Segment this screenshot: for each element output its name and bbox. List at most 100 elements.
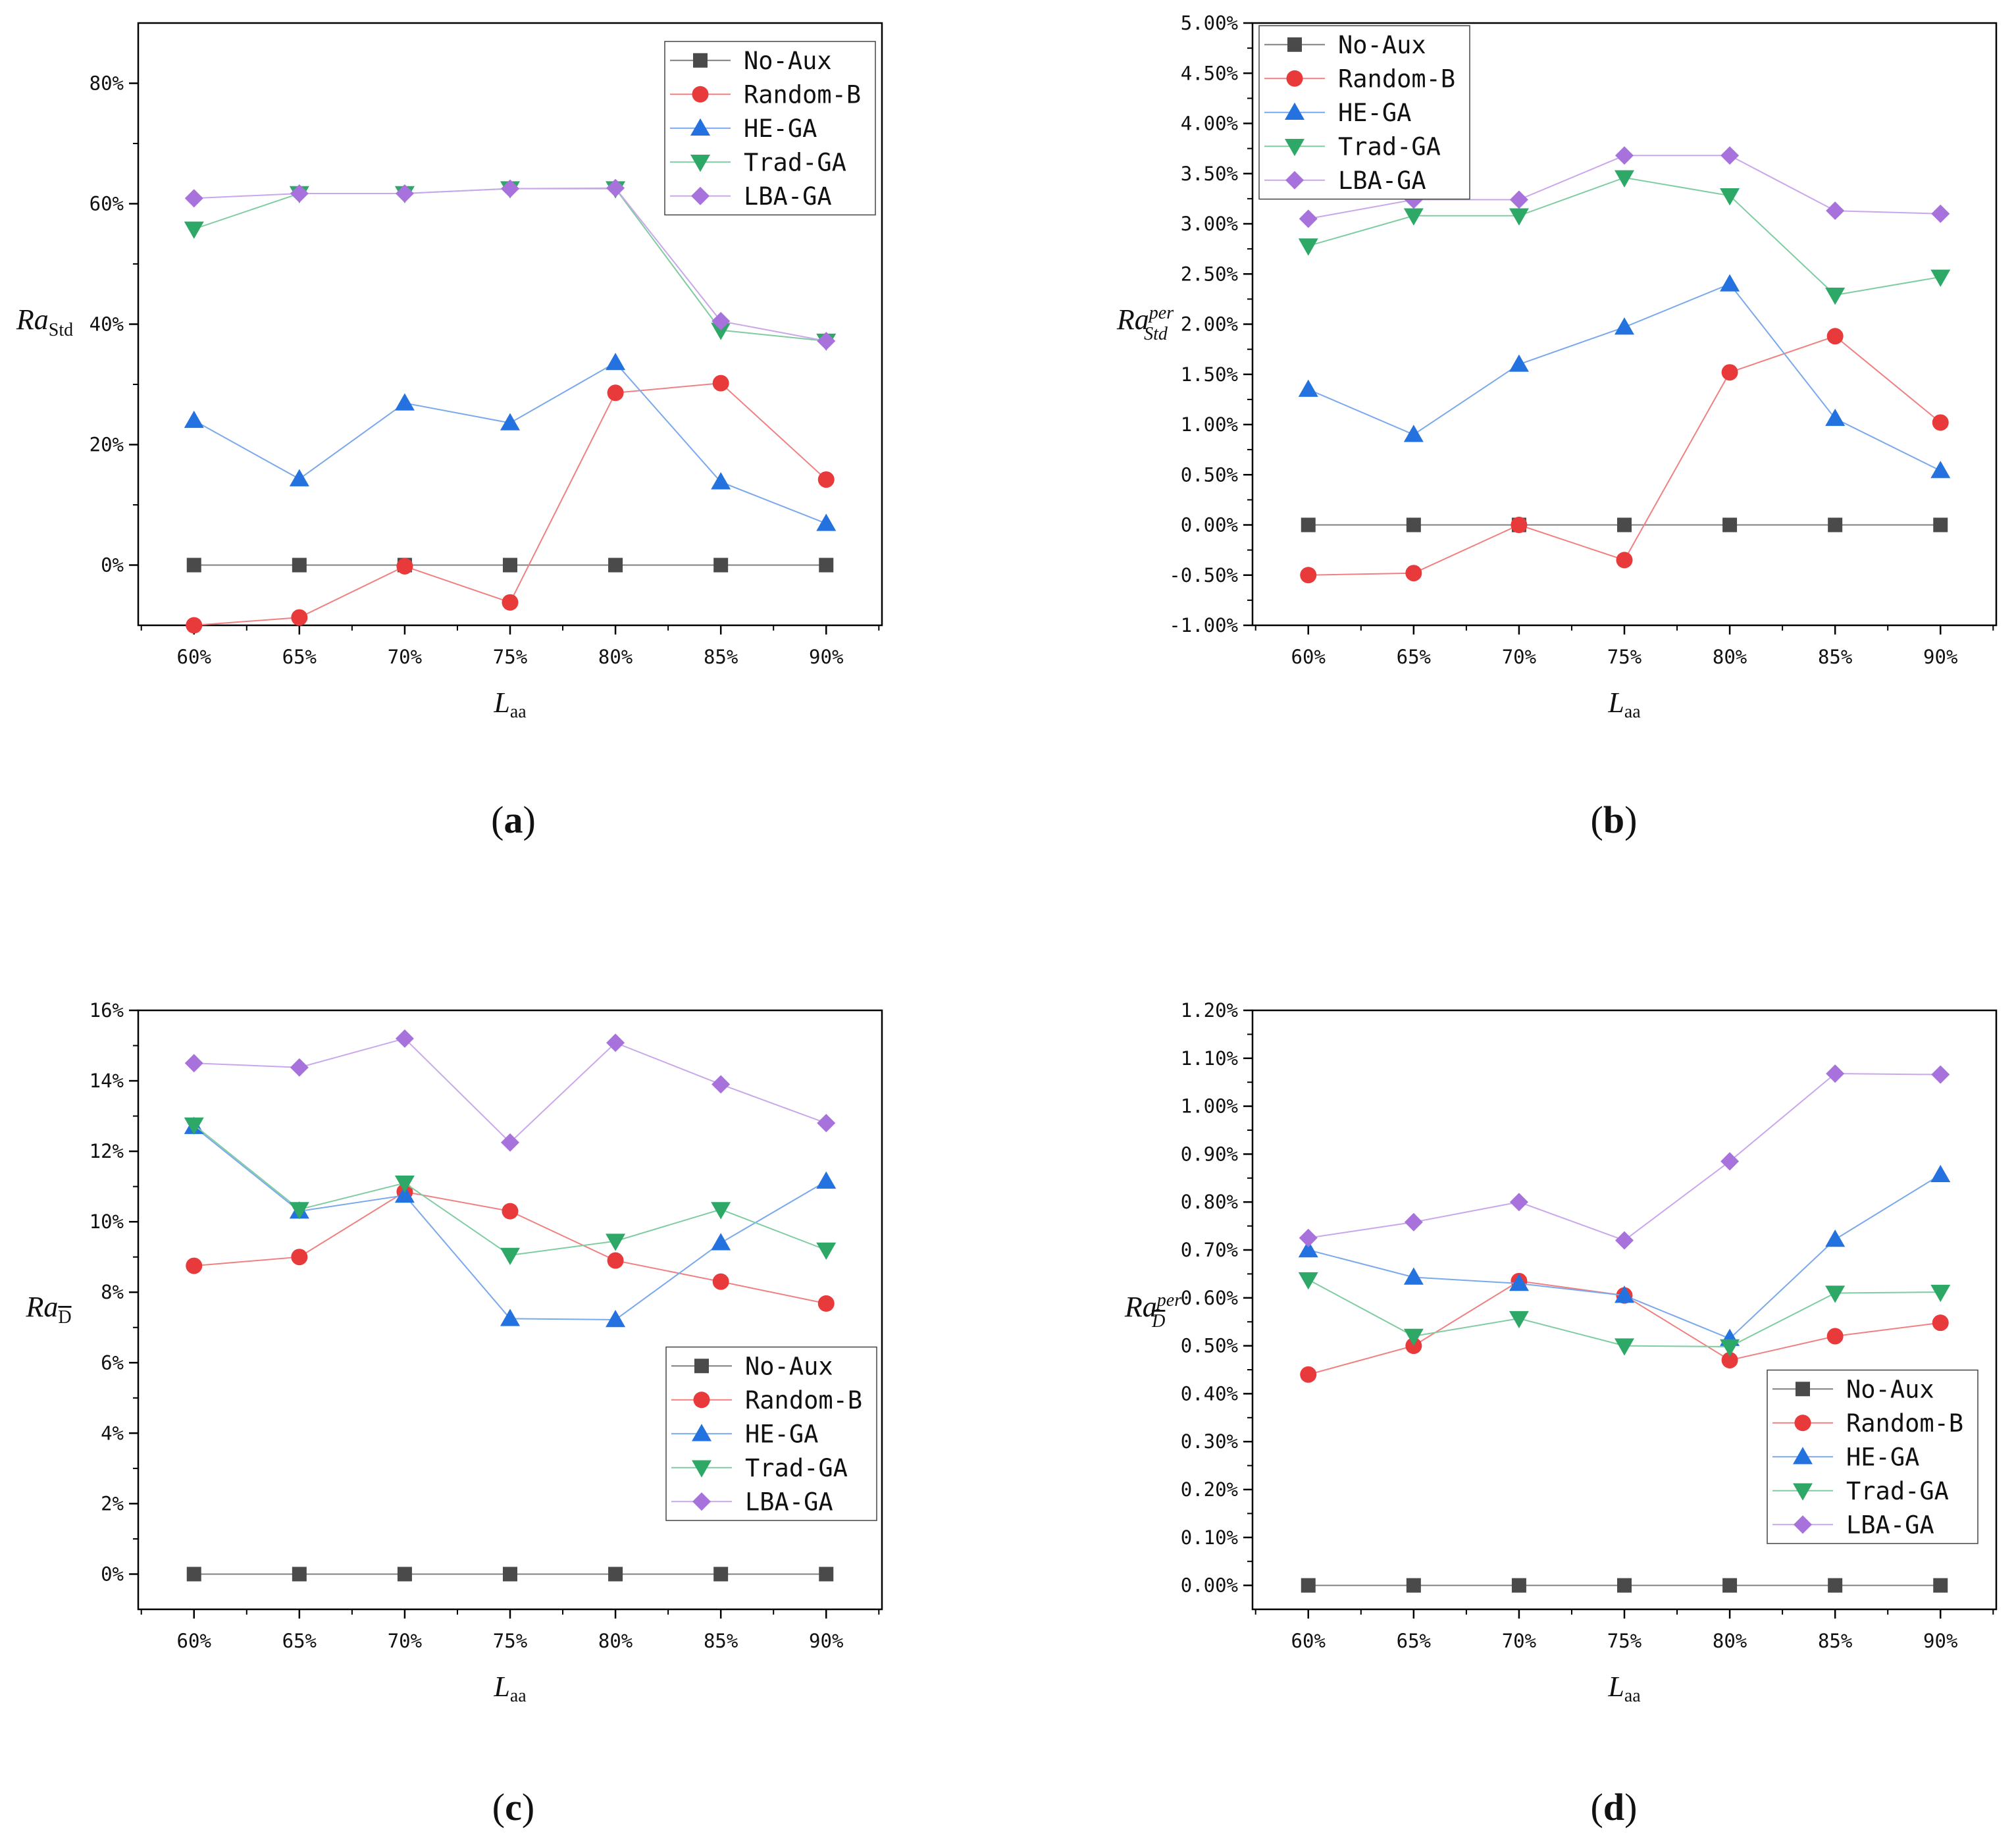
series-line — [1308, 1073, 1941, 1241]
legend-item: Random-B — [670, 80, 861, 109]
data-point — [1720, 188, 1740, 206]
data-point — [1509, 1273, 1529, 1291]
y-tick-label: -0.50% — [1169, 564, 1238, 586]
data-point — [396, 558, 413, 575]
legend-item: Trad-GA — [670, 148, 846, 176]
y-tick-label: 0.70% — [1181, 1239, 1238, 1261]
y-axis-label-sup: per — [1148, 303, 1174, 323]
data-point — [292, 1567, 307, 1582]
data-point — [184, 1117, 204, 1135]
data-point — [289, 1202, 309, 1220]
series-line — [1308, 283, 1941, 472]
y-tick-label: 1.10% — [1181, 1047, 1238, 1070]
legend-item: No-Aux — [670, 47, 832, 75]
x-tick-label: 75% — [493, 1630, 527, 1652]
legend-item: LBA-GA — [670, 182, 832, 211]
x-tick-label: 65% — [282, 1630, 317, 1652]
data-point — [713, 1567, 729, 1582]
panel-label-open: ( — [1591, 798, 1603, 841]
data-point — [606, 178, 625, 197]
legend-marker — [1794, 1515, 1812, 1534]
x-tick-label: 70% — [1502, 1630, 1536, 1652]
legend-label: No-Aux — [745, 1352, 833, 1380]
panel-label: (d) — [1591, 1786, 1638, 1829]
legend-item: Random-B — [1264, 65, 1455, 93]
data-point — [289, 469, 309, 486]
chart-panel-a: 0% 20% 40% 60% 80% 60% 65% 70% 75% 80% 85% 90% Laa Ra… — [16, 22, 883, 841]
x-tick-label: 85% — [704, 646, 738, 668]
data-point — [608, 1567, 623, 1582]
y-tick-label: 4.50% — [1181, 62, 1238, 84]
data-point — [1825, 288, 1846, 305]
y-axis-label-sub: Std — [1144, 324, 1168, 344]
data-point — [1720, 1152, 1740, 1171]
data-point — [1826, 328, 1844, 345]
data-point — [394, 1176, 415, 1193]
data-point — [1825, 1285, 1846, 1303]
data-point — [1828, 517, 1843, 532]
x-tick-label: 60% — [1291, 646, 1326, 668]
x-tick-label: 80% — [1713, 1630, 1747, 1652]
data-point — [184, 1054, 203, 1073]
panel-label: (c) — [492, 1786, 534, 1829]
legend-item: Random-B — [671, 1386, 862, 1415]
legend-marker — [692, 86, 709, 103]
y-tick-label: 1.20% — [1181, 999, 1238, 1022]
data-point — [1617, 1578, 1632, 1593]
data-point — [1301, 1578, 1316, 1593]
y-axis-label-main: Ra — [25, 1291, 58, 1323]
series-lba-ga — [184, 178, 836, 351]
series-line — [194, 1037, 827, 1144]
data-point — [1930, 461, 1951, 479]
data-point — [500, 413, 520, 430]
data-point — [500, 1309, 520, 1326]
x-axis-label: Laa — [493, 687, 527, 722]
data-point — [1300, 1366, 1317, 1383]
panel-label-open: ( — [491, 798, 504, 841]
data-point — [1509, 1193, 1528, 1212]
data-point — [1721, 1351, 1738, 1368]
data-point — [1615, 146, 1634, 165]
data-point — [1931, 1065, 1950, 1084]
data-point — [817, 471, 835, 488]
y-tick-label: 3.00% — [1181, 213, 1238, 235]
panel-label-letter: c — [505, 1786, 522, 1829]
data-point — [1406, 1578, 1421, 1593]
data-point — [608, 558, 623, 573]
data-point — [607, 1252, 624, 1269]
x-axis-label-main: L — [1607, 1671, 1624, 1703]
legend-marker — [691, 186, 710, 205]
data-point — [1722, 1578, 1738, 1593]
legend-item: HE-GA — [1264, 99, 1411, 127]
panel-label-letter: b — [1603, 798, 1624, 841]
legend-label: LBA-GA — [1338, 167, 1426, 195]
panel-label-close: ) — [523, 798, 536, 841]
x-axis-label-main: L — [493, 687, 509, 719]
legend-item: LBA-GA — [1264, 167, 1426, 195]
legend-marker — [693, 1391, 710, 1409]
y-axis-label-main: Ra — [1124, 1291, 1157, 1323]
legend-label: HE-GA — [744, 115, 817, 143]
data-point — [1933, 517, 1948, 532]
x-tick-label: 80% — [1713, 646, 1747, 668]
legend-marker — [1794, 1415, 1811, 1432]
legend-item: HE-GA — [670, 115, 817, 143]
data-point — [712, 375, 729, 392]
x-axis-label: Laa — [493, 1671, 527, 1706]
y-axis-label-main: Ra — [1116, 303, 1149, 336]
data-point — [290, 184, 309, 203]
x-axis-label-main: L — [1607, 687, 1624, 719]
data-point — [817, 1295, 835, 1312]
data-point — [1930, 1164, 1951, 1182]
legend-item: HE-GA — [671, 1420, 818, 1448]
legend-marker — [692, 1424, 711, 1441]
data-point — [502, 594, 519, 611]
data-point — [1509, 190, 1528, 209]
legend-marker — [1286, 70, 1303, 87]
x-tick-label: 90% — [1923, 1630, 1957, 1652]
data-point — [1298, 1240, 1318, 1258]
data-point — [1298, 379, 1318, 397]
legend-item: No-Aux — [1264, 31, 1426, 59]
data-point — [1720, 274, 1740, 292]
panel-label: (b) — [1591, 798, 1638, 841]
